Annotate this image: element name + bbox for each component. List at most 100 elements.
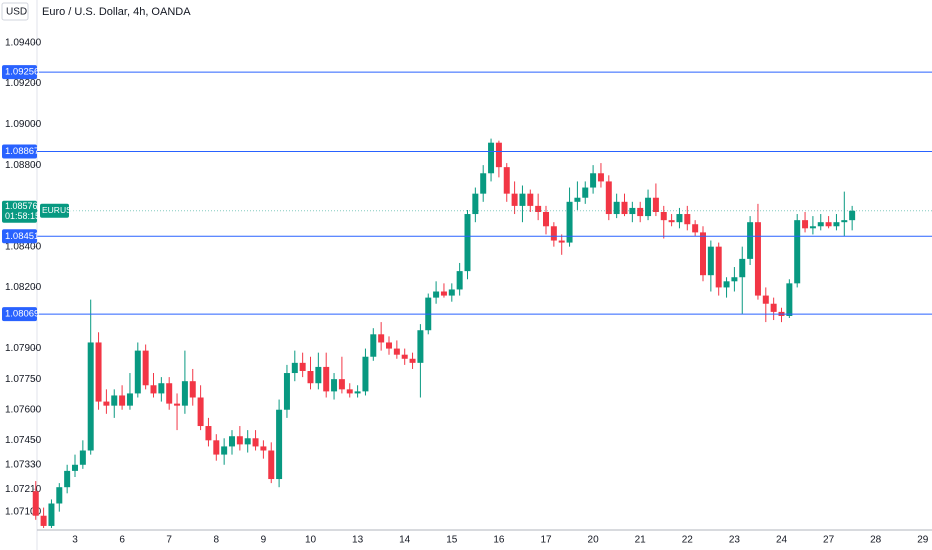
candle-body bbox=[393, 348, 400, 355]
candle-body bbox=[103, 401, 110, 406]
y-tick-label: 1.07450 bbox=[5, 435, 42, 446]
candle-body bbox=[786, 283, 793, 316]
y-tick-label: 1.08200 bbox=[5, 282, 42, 293]
candle-body bbox=[550, 226, 557, 241]
candle-body bbox=[158, 383, 165, 394]
candle-body bbox=[166, 383, 173, 404]
x-tick-label: 22 bbox=[682, 535, 694, 546]
x-tick-label: 13 bbox=[352, 535, 364, 546]
level-label: 1.08069 bbox=[5, 309, 39, 320]
level-label: 1.08451 bbox=[5, 231, 39, 242]
candle-body bbox=[613, 201, 620, 215]
candle-body bbox=[433, 291, 440, 298]
candle-body bbox=[849, 210, 856, 221]
candle-body bbox=[794, 220, 801, 284]
candle-body bbox=[417, 330, 424, 363]
candle-body bbox=[817, 222, 824, 227]
candle-body bbox=[527, 193, 534, 206]
candle-body bbox=[495, 142, 502, 168]
y-tick-label: 1.07900 bbox=[5, 343, 42, 354]
x-tick-label: 7 bbox=[166, 535, 172, 546]
candle-body bbox=[283, 373, 290, 410]
candle-body bbox=[440, 291, 447, 296]
candle-body bbox=[126, 393, 133, 406]
candle-body bbox=[645, 197, 652, 217]
candle-body bbox=[378, 334, 385, 343]
candle-body bbox=[221, 446, 228, 455]
candle-body bbox=[134, 350, 141, 394]
chart-title: Euro / U.S. Dollar, 4h, OANDA bbox=[42, 6, 191, 18]
x-tick-label: 21 bbox=[635, 535, 647, 546]
candle-body bbox=[72, 464, 78, 471]
x-tick-label: 15 bbox=[446, 535, 458, 546]
candle-body bbox=[252, 438, 259, 447]
y-tick-label: 1.07600 bbox=[5, 404, 42, 415]
level-tag bbox=[2, 144, 37, 159]
candle-body bbox=[291, 362, 298, 374]
candle-body bbox=[409, 358, 416, 363]
countdown: 01:58:15 bbox=[5, 211, 40, 221]
symbol-tag bbox=[40, 203, 69, 218]
candle-body bbox=[841, 220, 848, 223]
candle-body bbox=[299, 362, 306, 371]
candle-body bbox=[762, 295, 769, 304]
candle-body bbox=[582, 187, 589, 198]
level-label: 1.08867 bbox=[5, 146, 39, 157]
x-tick-label: 20 bbox=[588, 535, 600, 546]
candle-body bbox=[276, 409, 283, 480]
candle-body bbox=[739, 258, 746, 278]
candle-body bbox=[323, 366, 330, 392]
candle-body bbox=[833, 222, 840, 227]
candle-body bbox=[770, 303, 777, 312]
candle-body bbox=[590, 173, 597, 188]
y-tick-label: 1.09200 bbox=[5, 78, 42, 89]
candle-body bbox=[802, 220, 809, 229]
candle-body bbox=[488, 142, 495, 174]
candle-body bbox=[597, 173, 604, 182]
candle-body bbox=[660, 212, 667, 221]
candle-body bbox=[244, 438, 251, 445]
candle-body bbox=[574, 197, 581, 202]
candle-body bbox=[503, 167, 510, 194]
candle-body bbox=[652, 197, 659, 212]
candle-body bbox=[354, 391, 361, 394]
candle-body bbox=[307, 371, 314, 384]
candle-body bbox=[464, 214, 471, 272]
x-tick-label: 17 bbox=[540, 535, 552, 546]
candle-body bbox=[95, 342, 102, 402]
currency-box[interactable] bbox=[1, 2, 29, 21]
candle-body bbox=[511, 193, 518, 206]
x-tick-label: 16 bbox=[493, 535, 505, 546]
candle-body bbox=[558, 240, 565, 243]
candle-body bbox=[40, 515, 47, 526]
candle-body bbox=[181, 381, 188, 406]
x-tick-label: 27 bbox=[823, 535, 835, 546]
candle-body bbox=[197, 397, 204, 427]
x-tick-label: 10 bbox=[305, 535, 317, 546]
current-price-tag bbox=[2, 200, 37, 223]
candle-body bbox=[692, 224, 699, 233]
x-tick-label: 3 bbox=[72, 535, 78, 546]
candle-body bbox=[268, 450, 275, 480]
x-tick-label: 6 bbox=[119, 535, 125, 546]
candle-body bbox=[684, 214, 691, 225]
candle-body bbox=[637, 207, 644, 217]
candle-body bbox=[331, 379, 338, 392]
candle-body bbox=[448, 289, 455, 296]
candle-body bbox=[519, 193, 526, 206]
candle-body bbox=[48, 503, 55, 526]
candle-body bbox=[362, 356, 369, 392]
candle-body bbox=[668, 220, 675, 223]
x-tick-label: 8 bbox=[214, 535, 220, 546]
y-tick-label: 1.08800 bbox=[5, 160, 42, 171]
candle-body bbox=[715, 246, 722, 288]
x-tick-label: 23 bbox=[729, 535, 741, 546]
candle-body bbox=[260, 446, 267, 451]
candle-body bbox=[87, 342, 94, 451]
candle-body bbox=[150, 385, 157, 394]
candle-body bbox=[213, 440, 220, 455]
candle-body bbox=[629, 207, 636, 215]
candle-body bbox=[189, 381, 196, 398]
y-tick-label: 1.09000 bbox=[5, 119, 42, 130]
